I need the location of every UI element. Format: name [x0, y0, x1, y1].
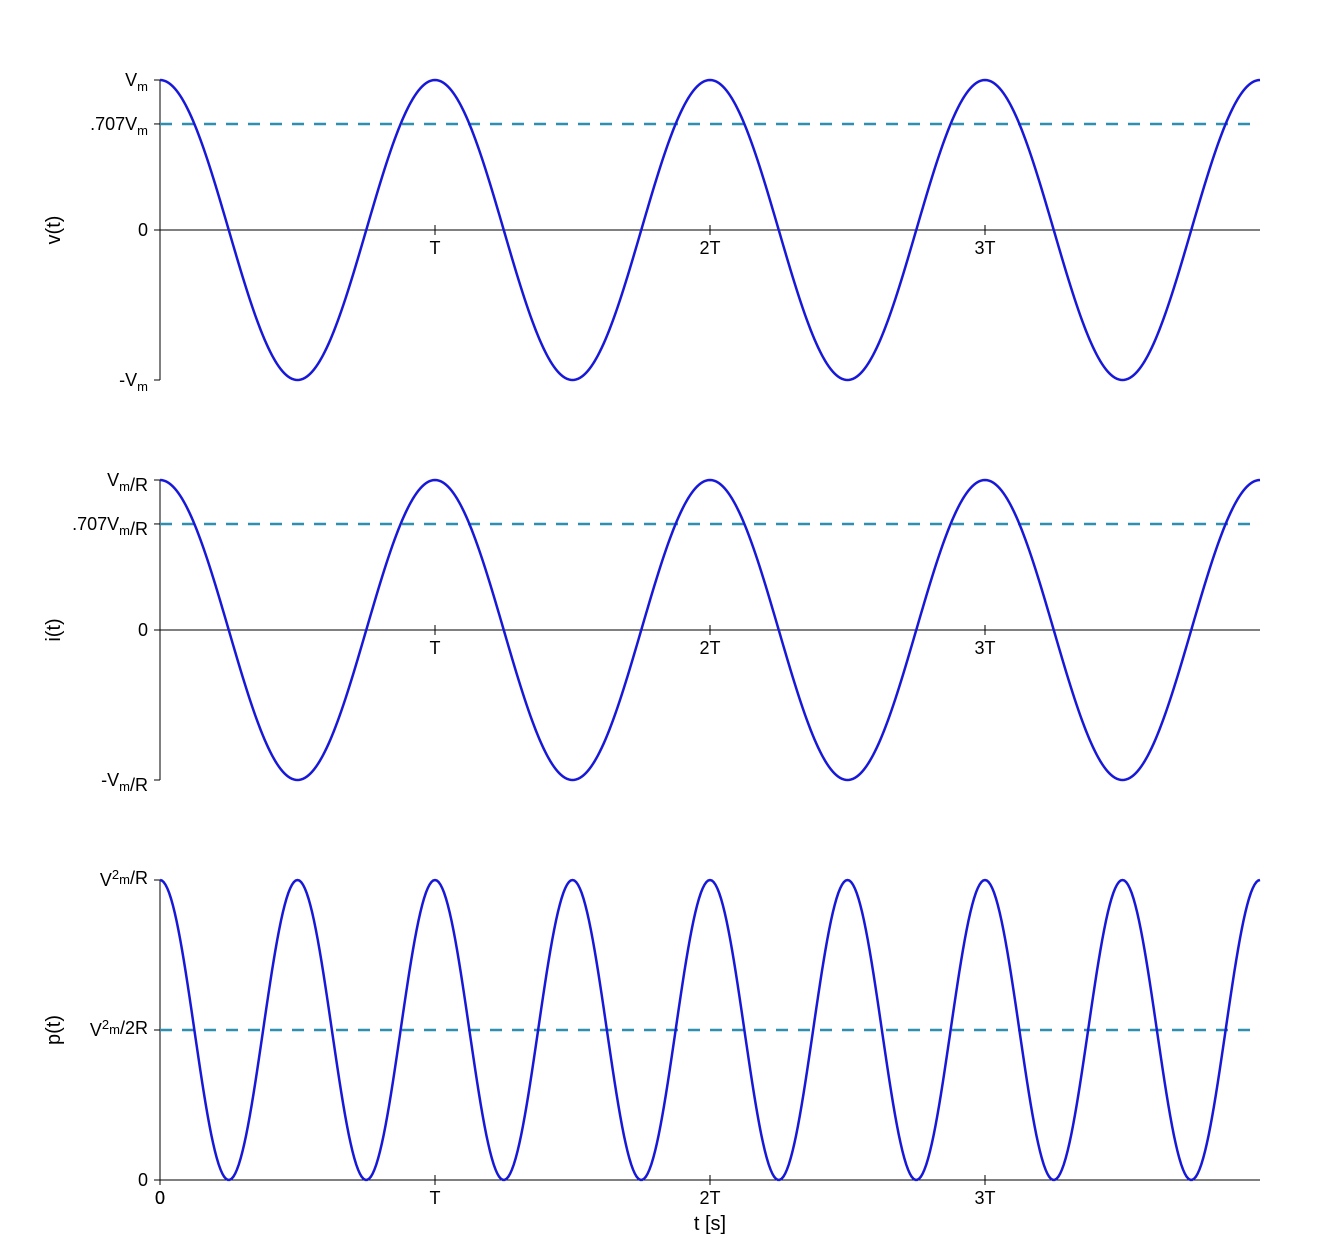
- x-axis-label: t [s]: [694, 1213, 726, 1235]
- y-tick-label: .707Vm/R: [72, 514, 148, 539]
- y-tick-label: Vm/R: [107, 470, 148, 495]
- y-tick-label: 0: [138, 220, 148, 240]
- y-axis-label: i(t): [43, 618, 65, 641]
- x-tick-label-zero: 0: [155, 1188, 165, 1208]
- subplot-current: T 2T 3T Vm/R .707Vm/R 0 -Vm/R i(t): [43, 470, 1260, 795]
- x-tick-label: T: [430, 238, 441, 258]
- chart-container: { "figure": { "width": 1340, "height": 1…: [0, 0, 1340, 1254]
- x-tick-label: 2T: [699, 238, 720, 258]
- x-tick-label: T: [430, 638, 441, 658]
- y-tick-label: V2m/2R: [90, 1017, 148, 1040]
- y-axis-label: p(t): [43, 1015, 65, 1045]
- chart-svg: T 2T 3T Vm .707Vm 0 -Vm v(t) T 2T 3T Vm/R .707Vm/R 0 -…: [0, 0, 1340, 1254]
- x-tick-label: 2T: [699, 1188, 720, 1208]
- subplot-voltage: T 2T 3T Vm .707Vm 0 -Vm v(t): [43, 70, 1260, 394]
- y-axis-label: v(t): [43, 216, 65, 245]
- x-tick-label: 2T: [699, 638, 720, 658]
- subplot-power: 0T2T3T0V2m/RV2m/2R0p(t): [43, 867, 1260, 1208]
- y-tick-label: -Vm/R: [101, 770, 148, 795]
- y-tick-label: Vm: [125, 70, 148, 94]
- x-tick-label: 3T: [974, 638, 995, 658]
- y-tick-label: V2m/R: [100, 867, 148, 890]
- y-tick-label: -Vm: [119, 370, 148, 394]
- x-tick-label: 3T: [974, 1188, 995, 1208]
- y-tick-label: 0: [138, 620, 148, 640]
- x-tick-label: 3T: [974, 238, 995, 258]
- x-tick-label: T: [430, 1188, 441, 1208]
- y-tick-label: .707Vm: [90, 114, 148, 138]
- y-tick-label: 0: [138, 1170, 148, 1190]
